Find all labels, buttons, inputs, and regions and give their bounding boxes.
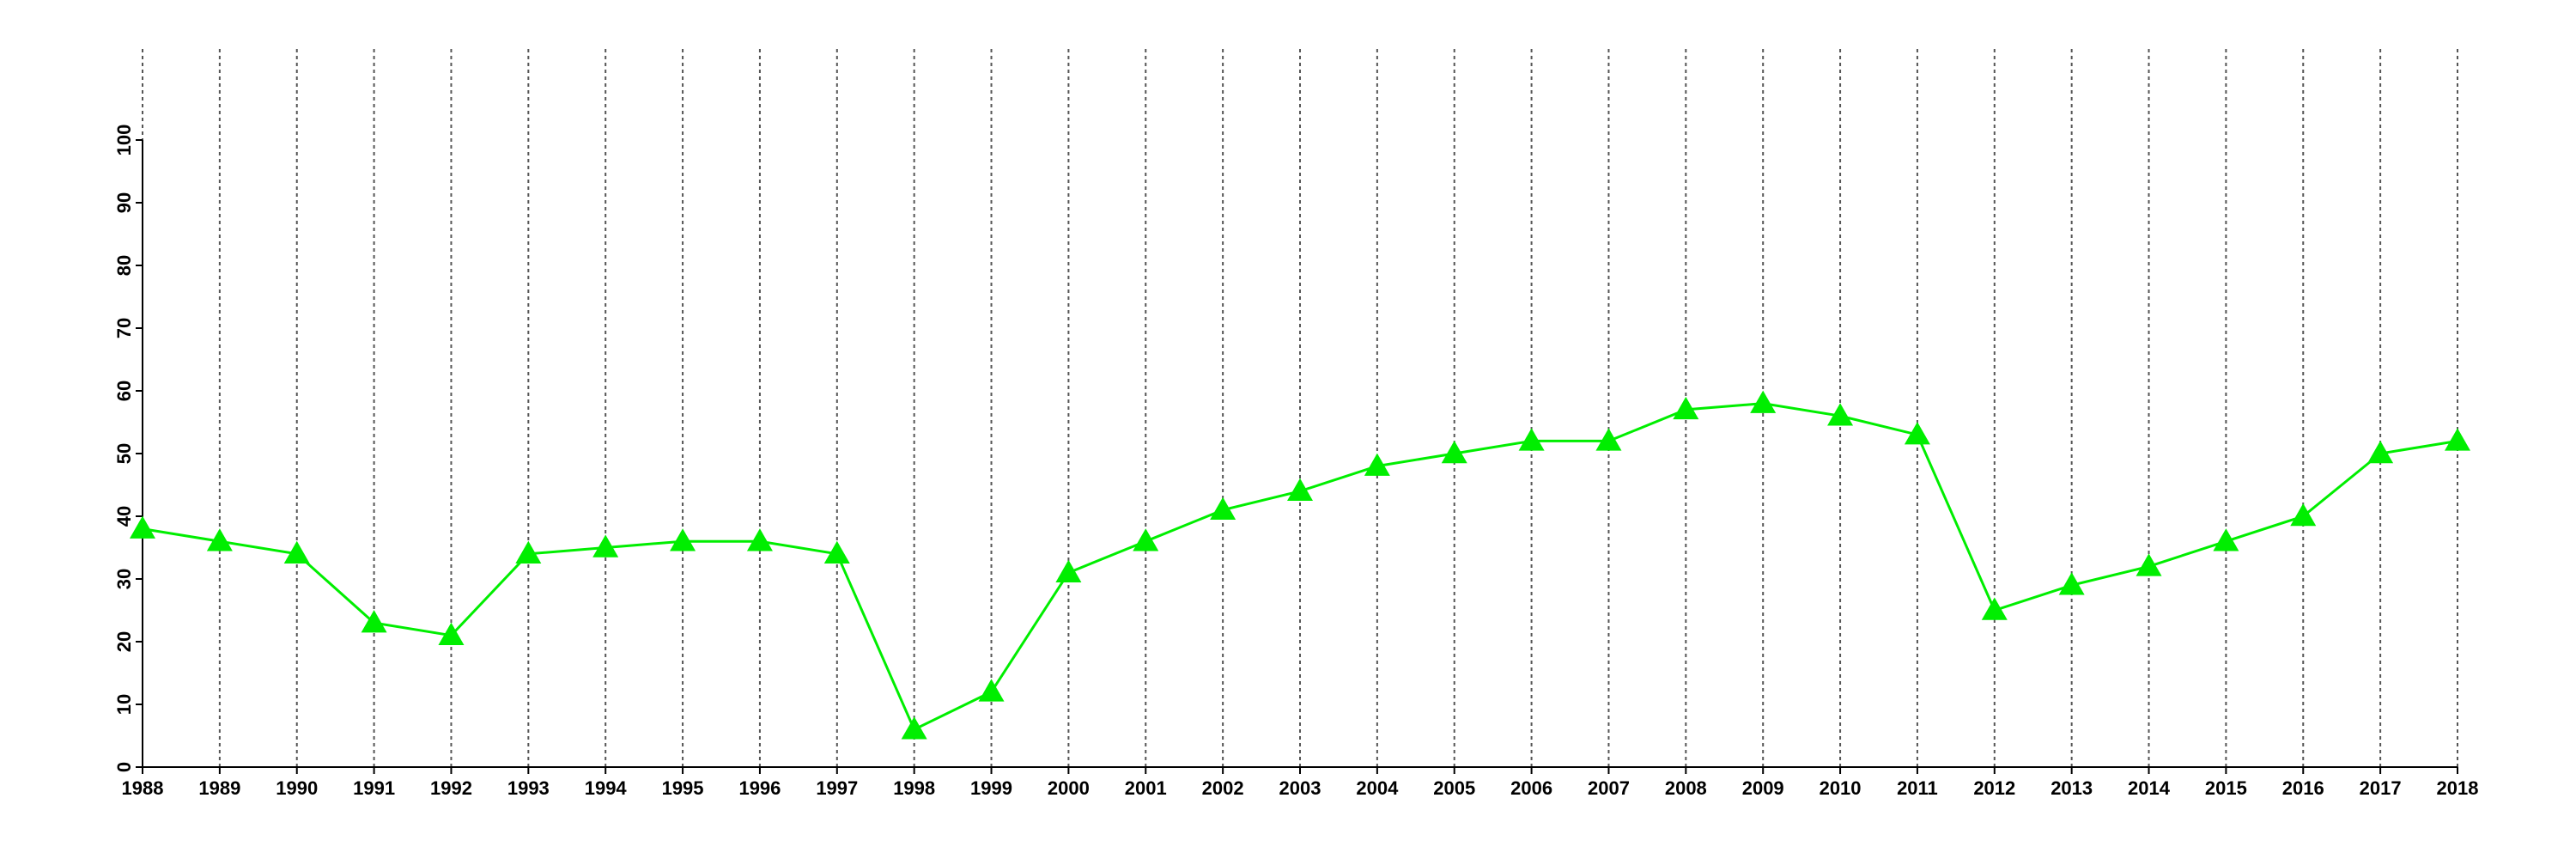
x-tick-label: 1994 [585, 777, 628, 799]
x-tick-label: 1992 [430, 777, 472, 799]
marker [2445, 428, 2470, 451]
x-tick-label: 2017 [2360, 777, 2402, 799]
marker [978, 679, 1005, 702]
marker [1904, 422, 1930, 445]
y-tick-label: 80 [113, 255, 135, 276]
marker [1055, 559, 1082, 582]
x-tick-label: 2001 [1125, 777, 1167, 799]
x-tick-label: 2010 [1820, 777, 1862, 799]
y-tick-label: 50 [113, 443, 135, 464]
x-tick-label: 1989 [198, 777, 240, 799]
marker [1441, 441, 1467, 464]
marker [901, 716, 927, 740]
x-tick-label: 2000 [1048, 777, 1090, 799]
x-tick-label: 2014 [2128, 777, 2171, 799]
x-tick-label: 1999 [970, 777, 1012, 799]
x-tick-label: 1998 [893, 777, 935, 799]
x-tick-label: 1993 [507, 777, 550, 799]
marker [823, 540, 850, 564]
marker [1750, 390, 1777, 413]
marker [2290, 503, 2317, 527]
marker [1133, 528, 1159, 551]
marker [1827, 403, 1854, 426]
x-tick-label: 2007 [1588, 777, 1630, 799]
marker [1981, 597, 2008, 620]
marker [1210, 497, 1236, 520]
marker [1287, 478, 1313, 502]
x-tick-label: 2018 [2437, 777, 2479, 799]
x-tick-label: 2002 [1202, 777, 1244, 799]
marker [592, 534, 619, 557]
x-tick-label: 2004 [1356, 777, 1399, 799]
marker [283, 540, 310, 564]
y-tick-label: 20 [113, 631, 135, 652]
marker [438, 622, 465, 645]
x-tick-label: 2012 [1973, 777, 2015, 799]
x-tick-label: 1997 [816, 777, 858, 799]
x-tick-label: 2003 [1279, 777, 1321, 799]
x-tick-label: 2016 [2282, 777, 2324, 799]
y-tick-label: 10 [113, 694, 135, 715]
marker [2136, 553, 2162, 576]
marker [1673, 396, 1699, 420]
marker [1518, 428, 1545, 451]
marker [130, 515, 155, 539]
marker [746, 528, 773, 551]
marker [361, 610, 387, 633]
x-tick-label: 1991 [353, 777, 395, 799]
marker [1595, 428, 1622, 451]
y-tick-label: 90 [113, 192, 135, 213]
y-tick-label: 100 [113, 125, 135, 156]
marker [2213, 528, 2239, 551]
marker [2058, 572, 2085, 595]
marker [206, 528, 233, 551]
x-tick-label: 2009 [1742, 777, 1784, 799]
marker [670, 528, 696, 551]
y-tick-label: 70 [113, 318, 135, 338]
y-tick-label: 60 [113, 381, 135, 401]
x-tick-label: 2011 [1897, 777, 1938, 799]
y-tick-label: 0 [113, 762, 135, 772]
x-tick-label: 1996 [738, 777, 781, 799]
x-tick-label: 2006 [1510, 777, 1552, 799]
x-tick-label: 2005 [1433, 777, 1475, 799]
x-tick-label: 1995 [662, 777, 704, 799]
x-tick-label: 2013 [2050, 777, 2093, 799]
marker [515, 540, 542, 564]
marker [1364, 453, 1390, 476]
x-tick-label: 1990 [276, 777, 318, 799]
marker [2367, 441, 2394, 464]
x-tick-label: 1988 [122, 777, 164, 799]
y-tick-label: 30 [113, 569, 135, 589]
y-tick-label: 40 [113, 506, 135, 527]
x-tick-label: 2015 [2205, 777, 2247, 799]
x-tick-label: 2008 [1665, 777, 1707, 799]
